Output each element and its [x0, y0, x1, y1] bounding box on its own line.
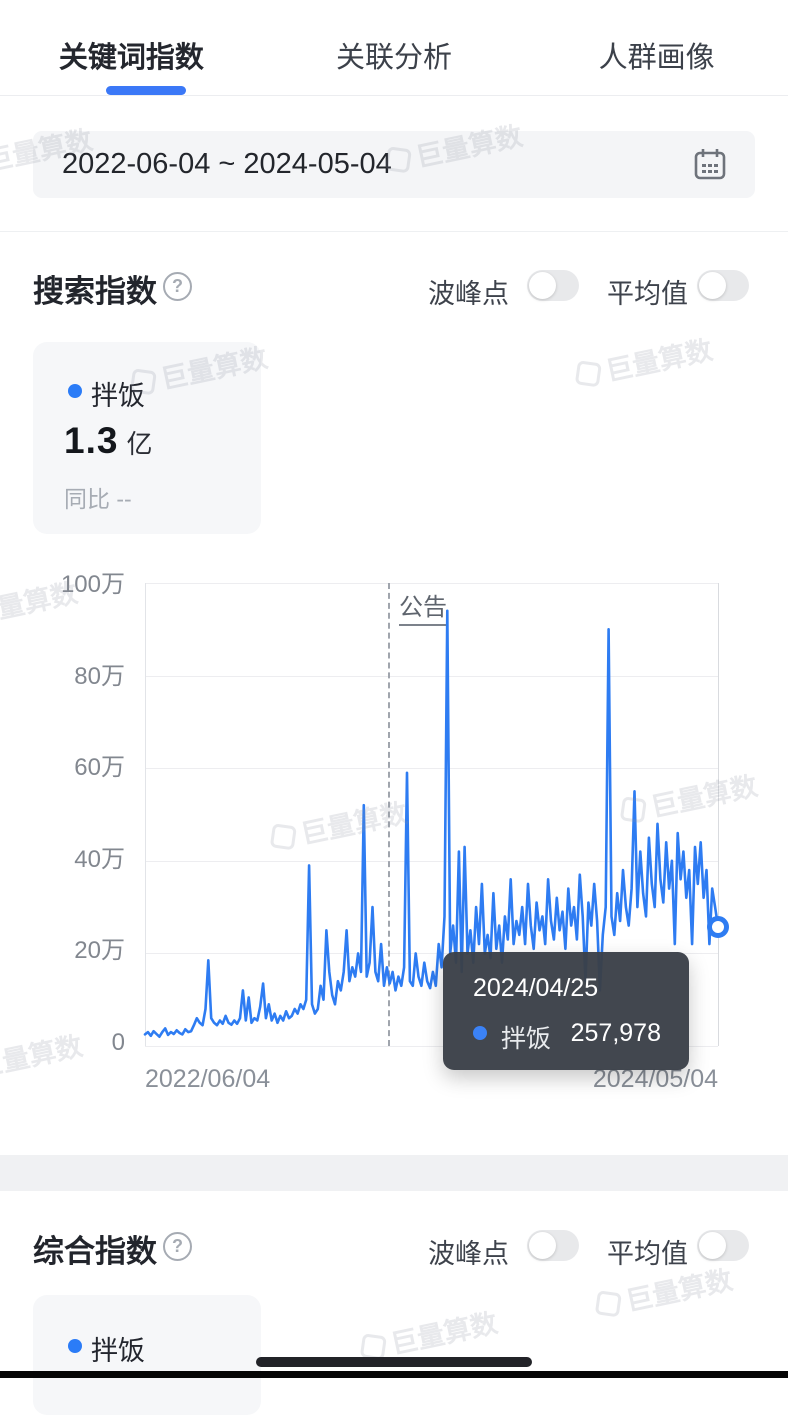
average-toggle-2[interactable]: [697, 1230, 749, 1261]
screen-bottom-edge: [0, 1371, 788, 1378]
tooltip-series-name: 拌饭: [501, 1025, 552, 1053]
toggle-knob: [699, 1232, 726, 1259]
tooltip-series-dot-icon: [473, 1026, 487, 1040]
calendar-icon[interactable]: [693, 147, 727, 181]
y-tick-label: 80万: [74, 662, 125, 690]
peak-toggle-label: 波峰点: [428, 279, 509, 309]
average-toggle[interactable]: [697, 270, 749, 301]
watermark: 巨量算数: [572, 328, 715, 395]
average-toggle-label: 平均值: [607, 279, 688, 309]
peak-toggle-label-2: 波峰点: [428, 1239, 509, 1269]
toggle-knob: [529, 1232, 556, 1259]
home-indicator[interactable]: [256, 1357, 532, 1367]
watermark-logo-icon: [359, 1332, 387, 1360]
date-range-picker[interactable]: 2022-06-04 ~ 2024-05-04: [33, 131, 755, 198]
question-circle-icon[interactable]: ?: [163, 1232, 192, 1261]
chart-tooltip: 2024/04/25 拌饭 257,978: [443, 952, 689, 1070]
series-dot-icon: [68, 1339, 82, 1353]
average-toggle-label-2: 平均值: [607, 1239, 688, 1269]
peak-toggle-2[interactable]: [527, 1230, 579, 1261]
x-axis-start-label: 2022/06/04: [145, 1065, 271, 1093]
tab-audience-profile[interactable]: 人群画像: [598, 42, 715, 74]
yoy-value: 同比 --: [64, 486, 132, 512]
tooltip-value: 257,978: [570, 1019, 661, 1047]
y-tick-label: 20万: [74, 937, 125, 965]
index-value: 1.3 亿: [64, 420, 154, 461]
y-tick-label: 40万: [74, 845, 125, 873]
search-index-chart[interactable]: 100万 80万 60万 40万 20万 0 公告 2022/06/04 2024/05/…: [33, 560, 755, 1100]
watermark-logo-icon: [594, 1289, 622, 1317]
toggle-knob: [699, 272, 726, 299]
y-tick-label: 100万: [60, 571, 125, 598]
y-tick-label: 0: [111, 1029, 125, 1056]
announcement-label[interactable]: 公告: [399, 587, 447, 626]
plot-area[interactable]: [143, 583, 729, 1046]
y-axis-line: [145, 583, 146, 1046]
tooltip-date: 2024/04/25: [473, 974, 599, 1002]
active-tab-indicator: [106, 86, 186, 95]
keyword-index-page: { "tabs": { "items": [ {"label": "关键词指数"…: [0, 30, 788, 1378]
endpoint-marker: [707, 915, 729, 938]
tabbar-divider: [0, 95, 788, 96]
section-spacer: [0, 1155, 788, 1191]
top-tab-bar: 关键词指数 关联分析 人群画像: [0, 30, 788, 96]
keyword-name: 拌饭: [91, 1336, 145, 1366]
composite-index-title: 综合指数: [33, 1234, 157, 1269]
announcement-dashed-line: [388, 583, 390, 1046]
y-tick-label: 60万: [74, 754, 125, 782]
question-circle-icon[interactable]: ?: [163, 272, 192, 301]
plot-right-border: [718, 583, 719, 1046]
keyword-name: 拌饭: [91, 381, 145, 411]
watermark-logo-icon: [574, 359, 602, 387]
series-line: [143, 609, 720, 1039]
index-unit: 亿: [126, 429, 154, 459]
search-index-title: 搜索指数: [33, 274, 157, 309]
section-divider: [0, 231, 788, 232]
date-range-value: 2022-06-04 ~ 2024-05-04: [62, 148, 392, 180]
tab-keyword-index[interactable]: 关键词指数: [58, 42, 204, 74]
keyword-legend-card-2[interactable]: 拌饭: [33, 1295, 261, 1415]
keyword-legend-card[interactable]: 拌饭 1.3 亿 同比 --: [33, 342, 261, 534]
toggle-knob: [529, 272, 556, 299]
tab-relation-analysis[interactable]: 关联分析: [336, 42, 453, 74]
series-dot-icon: [68, 384, 82, 398]
peak-toggle[interactable]: [527, 270, 579, 301]
